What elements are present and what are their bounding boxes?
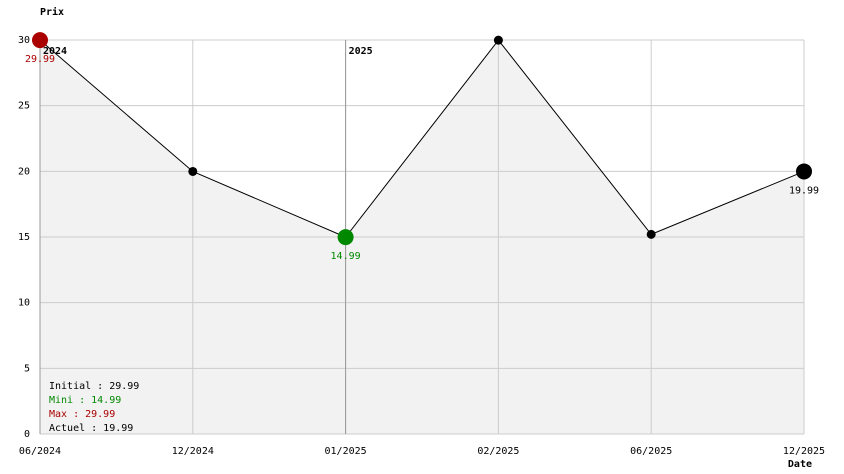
point [337, 229, 354, 246]
stat-line: Initial : 29.99 [49, 381, 139, 392]
x-axis-label: Date [788, 459, 812, 470]
point [796, 163, 812, 180]
y-tick-label: 15 [18, 232, 30, 243]
y-tick-label: 5 [24, 363, 30, 374]
x-tick-label: 02/2025 [477, 446, 519, 457]
year-label: 2024 [43, 46, 67, 57]
y-tick-label: 0 [24, 429, 30, 440]
x-tick-label: 06/2025 [630, 446, 672, 457]
stat-line: Actuel : 19.99 [49, 423, 133, 434]
x-tick-label: 12/2024 [172, 446, 214, 457]
x-tick-label: 01/2025 [325, 446, 367, 457]
stat-line: Mini : 14.99 [49, 395, 121, 406]
y-tick-label: 30 [18, 35, 30, 46]
data-label: 14.99 [331, 251, 361, 262]
x-tick-label: 12/2025 [783, 446, 825, 457]
point [188, 166, 198, 176]
point [32, 32, 48, 49]
y-tick-label: 20 [18, 166, 30, 177]
data-label: 29.99 [25, 54, 55, 65]
data-label: 19.99 [789, 185, 819, 196]
y-axis-label: Prix [40, 6, 64, 18]
point [493, 35, 503, 45]
line [39, 39, 805, 238]
year-label: 2025 [349, 46, 373, 57]
stat-line: Max : 29.99 [49, 409, 115, 420]
point [646, 229, 656, 239]
y-tick-label: 10 [18, 298, 30, 309]
x-tick-label: 06/2024 [19, 446, 61, 457]
y-tick-label: 25 [18, 101, 30, 112]
